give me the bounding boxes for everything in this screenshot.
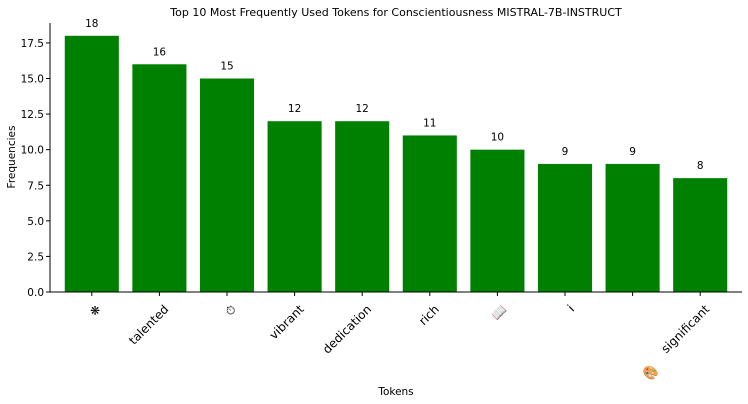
chart-title: Top 10 Most Frequently Used Tokens for C… — [169, 6, 622, 19]
bar — [402, 135, 457, 292]
data-label: 9 — [629, 146, 636, 158]
y-tick-label: 7.5 — [27, 180, 44, 192]
x-tick-label: 📖 — [489, 302, 510, 323]
x-tick-label: rich — [416, 302, 442, 328]
bar — [470, 149, 525, 292]
bar — [199, 78, 255, 292]
bar — [673, 178, 728, 292]
data-label: 11 — [423, 117, 436, 129]
x-tick-label: significant — [659, 302, 713, 356]
data-label: 18 — [85, 18, 98, 30]
y-tick-label: 17.5 — [21, 38, 44, 50]
bar — [335, 121, 390, 292]
y-tick-label: 15.0 — [21, 74, 44, 86]
data-label: 16 — [153, 46, 167, 58]
y-tick-label: 2.5 — [27, 251, 44, 263]
bar — [267, 121, 322, 292]
x-tick-label: dedication — [320, 302, 374, 356]
y-tick-label: 0.0 — [27, 287, 44, 299]
x-tick-label: vibrant — [267, 302, 307, 342]
x-axis-label: Tokens — [377, 386, 413, 398]
bar — [64, 35, 119, 293]
bar — [132, 64, 187, 292]
data-label: 15 — [220, 61, 233, 73]
extra-glyph: 🎨 — [643, 364, 659, 381]
x-tick-label: talented — [126, 302, 171, 347]
y-tick-label: 12.5 — [21, 109, 44, 121]
x-tick-label: ❋ — [87, 302, 104, 319]
data-label: 10 — [491, 132, 504, 144]
x-tick-label: ⏱ — [223, 302, 240, 319]
bar — [537, 163, 593, 292]
bar — [605, 163, 660, 292]
y-axis-label: Frequencies — [6, 126, 18, 189]
y-tick-label: 5.0 — [27, 216, 44, 228]
data-label: 12 — [288, 103, 301, 115]
x-tick-label: i — [565, 302, 577, 314]
data-label: 9 — [562, 146, 569, 158]
data-label: 8 — [697, 160, 704, 172]
plot-area: 0.0 2.5 5.0 7.5 10.0 12.5 15.0 17.5 18 ❋ 16 talente… — [21, 18, 728, 357]
data-label: 12 — [356, 103, 369, 115]
y-tick-label: 10.0 — [21, 145, 44, 157]
